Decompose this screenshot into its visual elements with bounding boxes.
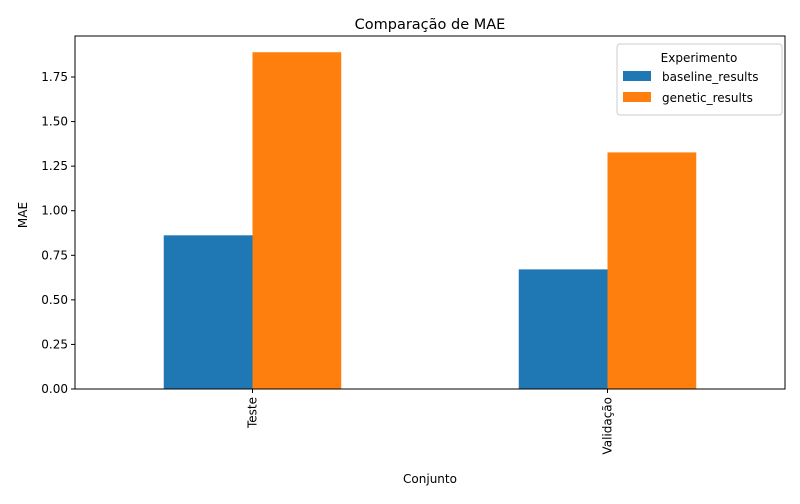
y-tick-label: 0.25 xyxy=(41,337,68,351)
x-axis-label: Conjunto xyxy=(403,472,457,486)
plot-area: Teste Validação 0.00 0.25 0.50 0.75 1.00 1.25 1.… xyxy=(41,35,786,455)
bar-genetic_results-1 xyxy=(607,152,697,389)
legend-title: Experimento xyxy=(661,51,738,65)
bar-genetic_results-0 xyxy=(252,52,342,390)
y-tick-label: 0.00 xyxy=(41,382,68,396)
bar-baseline_results-0 xyxy=(163,235,253,389)
y-tick-label: 0.50 xyxy=(41,293,68,307)
chart-title: Comparação de MAE xyxy=(355,17,506,33)
y-axis-label: MAE xyxy=(16,202,30,228)
x-tick-label: Validação xyxy=(601,397,615,455)
legend-label-baseline_results: baseline_results xyxy=(662,70,758,84)
legend: Experimento baseline_results genetic_resu… xyxy=(616,43,783,116)
y-tick-label: 1.00 xyxy=(41,204,68,218)
axes-frame xyxy=(74,35,786,390)
legend-frame xyxy=(616,43,783,116)
x-tick-label: Teste xyxy=(246,397,260,429)
y-tick-label: 0.75 xyxy=(41,248,68,262)
legend-swatch-genetic_results xyxy=(623,92,651,102)
legend-items: baseline_results genetic_results xyxy=(623,70,758,105)
y-tick-label: 1.50 xyxy=(41,115,68,129)
y-tick-label: 1.25 xyxy=(41,159,68,173)
legend-swatch-baseline_results xyxy=(623,71,651,81)
bar-baseline_results-1 xyxy=(518,269,608,389)
legend-label-genetic_results: genetic_results xyxy=(662,91,753,105)
y-tick-label: 1.75 xyxy=(41,70,68,84)
